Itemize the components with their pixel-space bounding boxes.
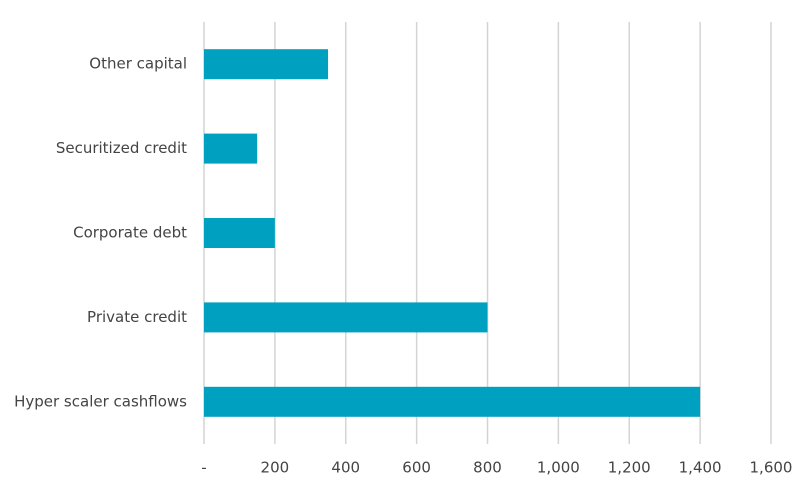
- x-tick-label: 1,400: [679, 459, 722, 477]
- x-tick-label: 400: [331, 459, 360, 477]
- bar: [204, 302, 488, 333]
- bar: [204, 133, 258, 164]
- y-tick-label: Hyper scaler cashflows: [14, 392, 187, 410]
- bar: [204, 386, 701, 417]
- x-tick-label: -: [201, 459, 206, 477]
- x-tick-label: 200: [261, 459, 290, 477]
- bar: [204, 218, 275, 248]
- x-tick-label: 800: [473, 459, 502, 477]
- x-tick-label: 1,200: [608, 459, 651, 477]
- x-tick-label: 600: [402, 459, 431, 477]
- y-tick-label: Corporate debt: [73, 224, 187, 242]
- x-tick-label: 1,000: [537, 459, 580, 477]
- y-tick-label: Private credit: [87, 308, 187, 326]
- y-tick-label: Securitized credit: [56, 139, 187, 157]
- x-tick-label: 1,600: [750, 459, 793, 477]
- bar: [204, 49, 329, 80]
- y-tick-label: Other capital: [89, 55, 187, 73]
